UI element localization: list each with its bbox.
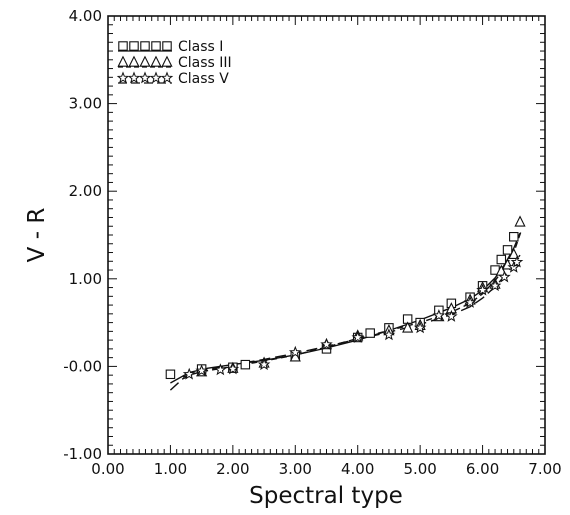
data-point-triangle bbox=[514, 215, 526, 227]
tick-marks bbox=[107, 15, 546, 455]
y-axis-title: V - R bbox=[24, 208, 50, 263]
legend-marker-triangle bbox=[161, 55, 173, 67]
y-tick-label: -0.00 bbox=[63, 357, 102, 375]
data-point-square bbox=[365, 328, 375, 338]
data-point-triangle bbox=[402, 321, 414, 333]
legend-label-class-v: Class V bbox=[178, 71, 229, 87]
data-point-star bbox=[463, 295, 477, 308]
legend: Class I Class III Class V bbox=[116, 39, 232, 87]
y-tick-label: 1.00 bbox=[69, 270, 102, 288]
legend-marker-square bbox=[118, 41, 128, 51]
legend-marker-square bbox=[151, 41, 161, 51]
data-point-star bbox=[195, 364, 208, 377]
legend-label-class-iii: Class III bbox=[178, 55, 232, 71]
data-point-star bbox=[182, 367, 196, 380]
x-tick-label: 5.00 bbox=[403, 460, 436, 478]
fit-curves bbox=[169, 230, 522, 391]
data-point-star bbox=[382, 328, 396, 341]
y-tick-label: -1.00 bbox=[63, 445, 102, 463]
data-point-star bbox=[498, 270, 511, 283]
legend-marker-star bbox=[116, 71, 130, 84]
x-tick-labels: 0.00 1.00 2.00 3.00 4.00 5.00 6.00 7.00 bbox=[91, 460, 561, 478]
x-axis-title: Spectral type bbox=[249, 483, 403, 509]
legend-marker-star bbox=[160, 71, 174, 84]
x-tick-label: 0.00 bbox=[91, 460, 124, 478]
data-point-square bbox=[509, 232, 519, 242]
data-point-star bbox=[226, 362, 240, 375]
data-point-star bbox=[320, 337, 333, 350]
x-tick-label: 1.00 bbox=[154, 460, 187, 478]
x-tick-label: 7.00 bbox=[528, 460, 561, 478]
legend-markers-class-v bbox=[116, 71, 174, 84]
legend-label-class-i: Class I bbox=[178, 39, 223, 55]
legend-marker-square bbox=[140, 41, 150, 51]
legend-marker-star bbox=[138, 71, 152, 84]
legend-marker-triangle bbox=[139, 55, 151, 67]
data-point-square bbox=[502, 245, 513, 255]
data-point-square bbox=[496, 254, 507, 265]
legend-marker-square bbox=[129, 41, 139, 51]
y-tick-label: 3.00 bbox=[69, 95, 102, 113]
y-tick-labels: -1.00 -0.00 1.00 2.00 3.00 4.00 bbox=[63, 7, 102, 463]
data-point-star bbox=[214, 363, 227, 376]
data-point-star bbox=[288, 345, 302, 358]
data-point-star bbox=[488, 279, 502, 292]
legend-marker-square bbox=[162, 41, 172, 51]
x-tick-label: 6.00 bbox=[466, 460, 499, 478]
data-point-star bbox=[432, 308, 446, 321]
plot-frame bbox=[107, 15, 546, 455]
data-point-star bbox=[510, 255, 524, 268]
data-point-square bbox=[165, 369, 176, 380]
legend-marker-triangle bbox=[128, 55, 140, 67]
data-point-triangle bbox=[508, 247, 520, 260]
legend-markers-class-iii bbox=[117, 55, 173, 67]
legend-markers-class-i bbox=[118, 41, 172, 51]
y-tick-label: 2.00 bbox=[69, 182, 102, 200]
legend-marker-star bbox=[149, 71, 163, 84]
y-tick-label: 4.00 bbox=[69, 7, 102, 25]
x-tick-label: 3.00 bbox=[279, 460, 312, 478]
data-point-square bbox=[240, 359, 251, 370]
x-tick-label: 2.00 bbox=[216, 460, 249, 478]
data-point-star bbox=[413, 321, 427, 334]
data-point-star bbox=[351, 330, 365, 343]
data-markers bbox=[165, 215, 526, 380]
x-tick-label: 4.00 bbox=[341, 460, 374, 478]
legend-marker-triangle bbox=[117, 55, 129, 67]
data-point-star bbox=[257, 357, 271, 371]
legend-marker-triangle bbox=[150, 55, 162, 67]
data-point-star bbox=[445, 309, 458, 322]
data-point-star bbox=[476, 283, 489, 296]
legend-marker-star bbox=[127, 71, 141, 84]
